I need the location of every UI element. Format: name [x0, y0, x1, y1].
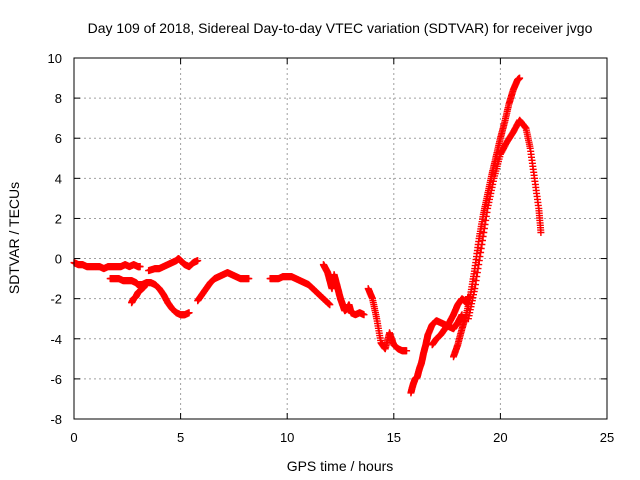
data-point: [537, 229, 545, 236]
y-axis-label: SDTVAR / TECUs: [6, 182, 22, 294]
x-tick-label: 0: [70, 430, 77, 445]
x-tick-label: 10: [280, 430, 294, 445]
plot-frame: [73, 57, 608, 420]
y-tick-label: 10: [48, 51, 62, 66]
series-arc9: [407, 311, 466, 397]
y-tick-label: 0: [55, 252, 62, 267]
data-point: [360, 311, 368, 319]
y-tick-label: -6: [50, 372, 62, 387]
series-arc3: [106, 275, 193, 319]
data-point: [516, 74, 524, 82]
series-arc1: [70, 259, 144, 273]
series-arc5: [194, 269, 253, 305]
axis-ticks: [73, 57, 608, 420]
data-points: [70, 74, 545, 397]
series-arc12: [464, 116, 545, 323]
y-tick-label: -4: [50, 332, 62, 347]
data-point: [136, 263, 144, 271]
chart-title: Day 109 of 2018, Sidereal Day-to-day VTE…: [88, 20, 593, 36]
series-arc6: [266, 273, 334, 309]
series-arc7: [319, 261, 368, 319]
y-tick-label: 6: [55, 131, 62, 146]
series-arc8: [364, 285, 411, 355]
y-tick-label: -2: [50, 292, 62, 307]
x-tick-label: 25: [600, 430, 614, 445]
data-point: [403, 347, 411, 355]
y-tick-label: 8: [55, 91, 62, 106]
data-point: [185, 309, 193, 317]
data-point: [140, 283, 148, 291]
x-tick-label: 20: [493, 430, 507, 445]
data-point: [326, 301, 334, 309]
series-arc4: [128, 283, 148, 307]
data-point: [245, 275, 253, 283]
data-point: [194, 257, 202, 265]
series-arc2: [145, 255, 202, 275]
x-tick-labels: 0 5 10 15 20 25: [70, 430, 614, 445]
y-tick-labels: -8 -6 -4 -2 0 2 4 6 8 10: [48, 51, 62, 427]
y-tick-label: 2: [55, 211, 62, 226]
y-tick-label: 4: [55, 171, 62, 186]
grid-lines: [74, 58, 607, 419]
x-tick-label: 15: [387, 430, 401, 445]
y-tick-label: -8: [50, 412, 62, 427]
x-axis-label: GPS time / hours: [287, 458, 394, 474]
x-tick-label: 5: [177, 430, 184, 445]
